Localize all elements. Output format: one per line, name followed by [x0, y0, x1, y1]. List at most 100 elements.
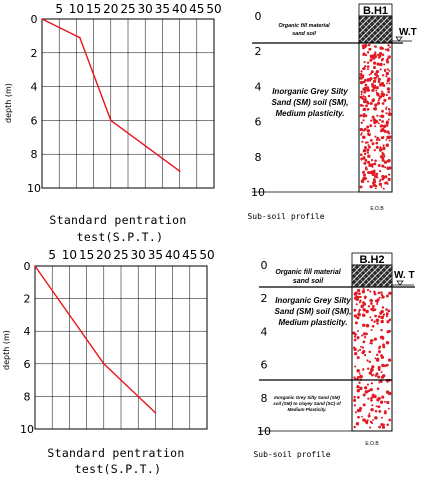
spt-series-line: [41, 18, 181, 172]
x-axis-label-line-1: Standard pentration: [49, 213, 186, 227]
x-tick-labels: 5 10 15 20 25 30 35 40 45 50: [48, 248, 214, 262]
layer-3-text-line-2: soil (SM) to clayey Sand (SC) of: [273, 401, 341, 406]
profile-title: Sub-soil profile: [247, 212, 324, 221]
x-tick-labels: 5 10 15 20 25 30 35 40 45 50: [55, 2, 221, 16]
profile-title: Sub-soil profile: [253, 450, 330, 459]
data-point: [34, 265, 36, 267]
water-table-label: W.T: [399, 27, 417, 38]
layer-2-text-line-2: Sand (SM) soil (SM),: [272, 98, 349, 107]
x-axis-label-line-2: test(S.P.T.): [77, 230, 164, 244]
spt-series-points: [41, 18, 181, 173]
layer-2-text-line-1: Inorganic Grey Silty: [275, 296, 351, 305]
x-axis-label-line-2: test(S.P.T.): [75, 462, 162, 476]
water-table-label: W. T: [394, 270, 415, 281]
x-tick-label: 45: [189, 2, 204, 16]
x-tick-label: 25: [113, 248, 128, 262]
x-tick-label: 20: [103, 2, 118, 16]
y-tick-label: 2: [31, 47, 38, 60]
depth-tick-label: 0: [255, 10, 262, 23]
x-tick-label: 50: [206, 2, 221, 16]
layer-2-text-line-3: Medium plasticity.: [275, 109, 344, 118]
x-tick-label: 15: [86, 2, 101, 16]
x-tick-label: 35: [148, 248, 163, 262]
layer-3-text-line-3: Medium Plasticity.: [287, 407, 326, 412]
data-point: [78, 36, 81, 39]
sand-dot-pattern: [352, 288, 392, 429]
depth-tick-label: 6: [255, 116, 262, 129]
x-tick-label: 40: [165, 248, 180, 262]
y-tick-label: 10: [20, 423, 34, 436]
layer-1-text-line-2: sand soil: [293, 278, 324, 285]
x-tick-label: 35: [155, 2, 170, 16]
depth-tick-label: 10: [251, 186, 265, 199]
end-of-borehole-label: E.O.B: [370, 206, 384, 212]
data-point: [41, 18, 43, 20]
end-of-borehole-label: E.O.B: [365, 441, 379, 447]
layer-2-text-line-3: Medium plasticity.: [278, 318, 347, 327]
data-point: [102, 362, 105, 365]
depth-tick-label: 6: [261, 359, 268, 372]
layer-1-text-line-1: Organic fill material: [275, 269, 341, 276]
depth-tick-labels: 0 2 4 6 8 10: [257, 259, 271, 438]
x-tick-label: 15: [79, 248, 94, 262]
y-axis-label: depth (m): [2, 330, 11, 370]
y-tick-labels: 0 2 4 6 8 10: [20, 260, 34, 436]
x-tick-label: 10: [69, 2, 84, 16]
depth-tick-label: 8: [255, 151, 262, 164]
depth-tick-label: 0: [261, 259, 268, 272]
x-tick-label: 40: [172, 2, 187, 16]
y-tick-label: 8: [24, 390, 31, 403]
layer-2-text-line-1: Inorganic Grey Silty: [272, 87, 348, 96]
x-tick-label: 5: [48, 248, 56, 262]
y-tick-label: 0: [31, 13, 38, 26]
y-tick-label: 0: [24, 260, 31, 273]
data-point: [109, 119, 112, 122]
organic-fill-hatch: [351, 264, 393, 288]
depth-tick-label: 2: [261, 292, 268, 305]
chart-gridlines: [42, 19, 214, 188]
x-tick-label: 25: [120, 2, 135, 16]
y-tick-label: 10: [27, 182, 41, 195]
y-tick-label: 4: [31, 81, 38, 94]
y-tick-label: 6: [24, 358, 31, 371]
y-tick-label: 4: [24, 325, 31, 338]
layer-1-text-line-1: Organic fill material: [278, 23, 330, 29]
soil-profile-bh1: B.H1 W.T 0 2 4 6 8 10 Organic fill material s…: [247, 3, 417, 221]
x-tick-label: 30: [138, 2, 153, 16]
organic-fill-hatch: [358, 15, 393, 44]
sand-dot-pattern: [359, 43, 392, 190]
layer-3-text-line-1: Inorganic Grey Silty Sand (SM): [274, 395, 340, 400]
depth-tick-label: 2: [255, 45, 262, 58]
depth-tick-labels: 0 2 4 6 8 10: [251, 10, 265, 199]
water-table-marker: W. T: [392, 270, 415, 286]
depth-tick-label: 4: [261, 325, 268, 338]
layer-2-text-line-2: Sand (SM) soil (SM),: [275, 307, 352, 316]
depth-tick-label: 10: [257, 425, 271, 438]
x-tick-label: 10: [62, 248, 77, 262]
borehole-label: B.H2: [359, 254, 384, 266]
borehole-label: B.H1: [363, 5, 388, 17]
data-point: [178, 170, 181, 173]
spt-series-points: [34, 265, 157, 414]
x-axis-label-line-1: Standard pentration: [47, 446, 184, 460]
layer-1-text-line-2: sand soil: [292, 31, 316, 37]
x-tick-label: 50: [199, 248, 214, 262]
x-tick-label: 5: [55, 2, 63, 16]
x-tick-label: 30: [131, 248, 146, 262]
depth-tick-label: 4: [255, 80, 262, 93]
spt-series-line: [34, 265, 156, 414]
y-tick-labels: 0 2 4 6 8 10: [27, 13, 41, 195]
water-table-marker: W.T: [392, 27, 417, 42]
y-tick-label: 6: [31, 114, 38, 127]
x-tick-label: 20: [96, 248, 111, 262]
chart-gridlines: [35, 266, 207, 429]
x-tick-label: 45: [182, 248, 197, 262]
y-axis-label: depth (m): [4, 83, 13, 123]
data-point: [154, 411, 157, 414]
y-tick-label: 2: [24, 293, 31, 306]
y-tick-label: 8: [31, 148, 38, 161]
